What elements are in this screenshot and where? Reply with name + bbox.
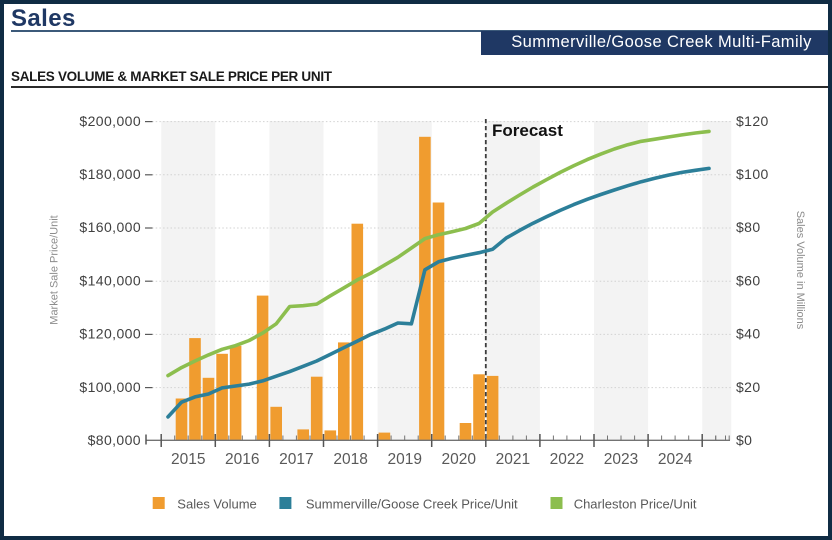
svg-text:$180,000: $180,000 <box>79 166 141 182</box>
svg-text:$140,000: $140,000 <box>79 272 141 288</box>
svg-text:$60: $60 <box>736 272 761 288</box>
svg-text:2015: 2015 <box>171 451 205 468</box>
svg-text:$0: $0 <box>736 432 752 448</box>
svg-text:Summerville/Goose Creek Price/: Summerville/Goose Creek Price/Unit <box>306 497 518 512</box>
svg-text:Charleston Price/Unit: Charleston Price/Unit <box>574 497 697 512</box>
svg-text:$120: $120 <box>736 113 769 129</box>
svg-text:2019: 2019 <box>387 451 421 468</box>
svg-text:$100: $100 <box>736 166 769 182</box>
svg-text:Forecast: Forecast <box>492 121 563 140</box>
svg-text:2021: 2021 <box>496 451 530 468</box>
svg-text:2020: 2020 <box>442 451 477 468</box>
svg-text:$100,000: $100,000 <box>79 379 141 395</box>
svg-text:$40: $40 <box>736 326 761 342</box>
svg-text:Sales Volume in Millions: Sales Volume in Millions <box>794 211 806 330</box>
svg-text:$120,000: $120,000 <box>79 326 141 342</box>
svg-text:2018: 2018 <box>333 451 367 468</box>
svg-text:2023: 2023 <box>604 451 638 468</box>
svg-text:$80,000: $80,000 <box>88 432 141 448</box>
svg-text:$80: $80 <box>736 219 761 235</box>
svg-text:Sales Volume: Sales Volume <box>177 497 256 512</box>
svg-text:2022: 2022 <box>550 451 584 468</box>
svg-text:$200,000: $200,000 <box>79 113 141 129</box>
svg-text:2017: 2017 <box>279 451 313 468</box>
svg-text:Market Sale Price/Unit: Market Sale Price/Unit <box>49 215 61 324</box>
svg-text:$160,000: $160,000 <box>79 219 141 235</box>
svg-text:$20: $20 <box>736 379 761 395</box>
svg-text:2016: 2016 <box>225 451 259 468</box>
svg-text:2024: 2024 <box>658 451 693 468</box>
